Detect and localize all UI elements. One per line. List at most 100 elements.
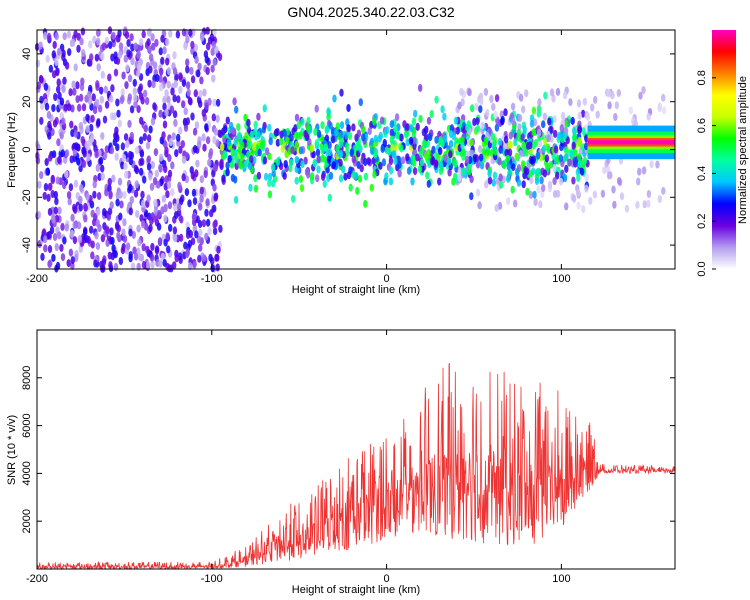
spectrogram-cell bbox=[117, 177, 123, 186]
spectrogram-cell bbox=[209, 33, 215, 42]
spectrogram-cell bbox=[577, 160, 582, 169]
spectrogram-cell bbox=[108, 190, 113, 199]
spectrogram-cell bbox=[326, 155, 332, 164]
spectrogram-cell bbox=[87, 97, 93, 105]
spectrogram-cell bbox=[536, 185, 541, 194]
spectrogram-cell bbox=[455, 126, 460, 135]
spectrogram-cell bbox=[162, 46, 167, 55]
spectrogram-cell bbox=[136, 50, 141, 59]
spectrogram-cell bbox=[584, 184, 589, 193]
spectrogram-cell bbox=[543, 91, 548, 100]
spectrogram-cell bbox=[39, 116, 44, 125]
spectrogram-cell bbox=[205, 67, 210, 75]
spectrogram-cell bbox=[47, 120, 52, 129]
spectrogram-cell bbox=[173, 234, 178, 243]
spectrogram-cell bbox=[175, 30, 181, 39]
spectrogram-cell bbox=[338, 140, 343, 149]
spectrogram-cell bbox=[57, 231, 62, 240]
spectrogram-cell bbox=[181, 173, 186, 182]
spectrogram-cell bbox=[72, 221, 77, 229]
spectrogram-cell bbox=[546, 134, 551, 143]
spectrogram-cell bbox=[498, 180, 504, 189]
spectrogram-cell bbox=[338, 150, 344, 158]
spectrogram-cell bbox=[418, 83, 423, 92]
spectrogram-cell bbox=[215, 114, 220, 123]
spectrogram-cell bbox=[377, 134, 382, 143]
spectrogram-cell bbox=[158, 259, 163, 268]
spectrogram-cell bbox=[110, 84, 115, 93]
spectrogram-cell bbox=[154, 245, 160, 254]
spectrogram-cell bbox=[94, 150, 99, 159]
spectrogram-cell bbox=[477, 145, 483, 154]
spectrogram-cell bbox=[481, 147, 486, 156]
spectrogram-cell bbox=[248, 183, 253, 192]
spectrogram-cell bbox=[129, 105, 135, 114]
spectrogram-cell bbox=[148, 65, 153, 74]
spectrogram-cell bbox=[457, 166, 463, 175]
spectrogram-cell bbox=[96, 192, 102, 200]
spectrogram-cell bbox=[514, 152, 519, 161]
spectrogram-cell bbox=[544, 154, 550, 163]
spectrogram-cell bbox=[76, 157, 81, 166]
x-tick-label: -200 bbox=[26, 273, 48, 285]
spectrogram-cell bbox=[291, 194, 296, 203]
spectrogram-cell bbox=[357, 174, 363, 183]
snr-xlabel: Height of straight line (km) bbox=[292, 584, 420, 596]
spectrogram-cell bbox=[549, 125, 554, 134]
spectrogram-cell bbox=[293, 131, 299, 140]
spectrogram-cell bbox=[172, 261, 177, 270]
spectrogram-cell bbox=[86, 90, 92, 99]
spectrogram-cell bbox=[234, 105, 239, 114]
spectrogram-cell bbox=[412, 167, 418, 176]
spectrogram-cell bbox=[399, 144, 404, 153]
spectrogram-cell bbox=[146, 155, 151, 164]
spectrogram-cell bbox=[442, 112, 447, 121]
spectrogram-cell bbox=[267, 190, 273, 199]
spectrogram-cell bbox=[158, 109, 163, 118]
spectrogram-cell bbox=[328, 121, 333, 130]
spectrogram-cell bbox=[331, 135, 336, 144]
spectrogram-cell bbox=[89, 225, 94, 234]
spectrogram-cell bbox=[74, 142, 79, 151]
spectrogram-cell bbox=[338, 174, 344, 183]
spectrogram-cell bbox=[150, 33, 155, 42]
spectrogram-cell bbox=[178, 72, 183, 81]
spectrogram-cell bbox=[323, 156, 328, 165]
x-tick-label: -100 bbox=[201, 573, 223, 585]
spectrogram-cell bbox=[367, 127, 372, 136]
spectrogram-cell bbox=[442, 135, 448, 143]
spectrogram-cell bbox=[411, 117, 417, 126]
spectrogram-cell bbox=[199, 186, 204, 195]
spectrogram-cell bbox=[467, 162, 473, 171]
spectrogram-cell bbox=[213, 193, 218, 202]
spectrogram-cell bbox=[118, 257, 124, 265]
spectrogram-cell bbox=[56, 78, 61, 87]
spectrogram-cell bbox=[185, 250, 190, 259]
spectrogram-cell bbox=[59, 243, 64, 252]
spectrogram-cell bbox=[162, 258, 167, 267]
spectrogram-cell bbox=[172, 94, 177, 103]
spectrogram-cell bbox=[628, 106, 633, 115]
spectrogram-cell bbox=[225, 161, 230, 170]
spectrogram-cell bbox=[190, 40, 195, 49]
spectrogram-cell bbox=[129, 196, 134, 204]
spectrogram-cell bbox=[536, 167, 541, 176]
spectrogram-cell bbox=[354, 133, 359, 142]
spectrogram-cell bbox=[472, 154, 478, 162]
spectrogram-cell bbox=[347, 132, 353, 140]
spectrogram-cell bbox=[581, 205, 586, 214]
spectrogram-cell bbox=[200, 33, 205, 42]
spectrogram-cell bbox=[62, 76, 67, 85]
spectrogram-cell bbox=[156, 209, 162, 218]
spectrogram-cell bbox=[233, 149, 238, 158]
spectrogram-cell bbox=[355, 186, 360, 195]
spectrogram-cell bbox=[635, 200, 640, 209]
spectrogram-cell bbox=[117, 50, 123, 59]
y-tick-label: 4000 bbox=[21, 461, 33, 485]
spectrogram-cell bbox=[105, 226, 110, 235]
spectrogram-cell bbox=[173, 211, 179, 219]
spectrogram-cell bbox=[164, 89, 169, 98]
spectrogram-cell bbox=[137, 238, 142, 247]
spectrogram-cell bbox=[136, 105, 141, 114]
spectrogram-cell bbox=[460, 142, 465, 150]
